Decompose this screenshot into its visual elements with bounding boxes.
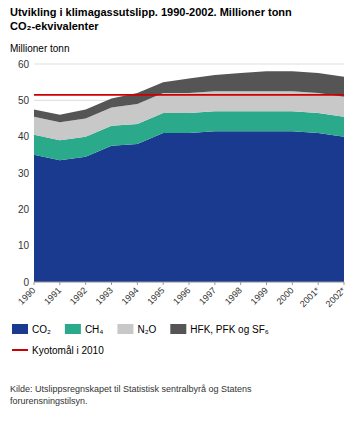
x-tick xyxy=(34,282,35,285)
x-tick xyxy=(240,282,241,285)
x-tick-label: 1999 xyxy=(249,285,270,306)
x-tick-label: 1997 xyxy=(197,285,218,306)
x-tick xyxy=(214,282,215,285)
y-tick-label: 40 xyxy=(18,131,30,142)
x-tick xyxy=(344,282,345,285)
x-tick xyxy=(266,282,267,285)
legend-swatch xyxy=(117,324,133,334)
legend-line xyxy=(12,349,28,351)
title: Utvikling i klimagassutslipp. 1990-2002.… xyxy=(10,6,292,18)
x-tick xyxy=(292,282,293,285)
legend-label: Kyotomål i 2010 xyxy=(32,345,104,356)
x-tick-label: 2001* xyxy=(298,285,322,309)
area xyxy=(34,71,344,122)
x-tick xyxy=(318,282,319,285)
x-tick xyxy=(163,282,164,285)
x-axis: 1990199119921993199419951996199719981999… xyxy=(16,282,348,309)
legend-swatch xyxy=(170,324,186,334)
x-tick-label: 2002* xyxy=(324,285,348,309)
y-tick-label: 50 xyxy=(18,95,30,106)
legend-label: HFK, PFK og SF₆ xyxy=(190,324,269,335)
x-tick-label: 1996 xyxy=(171,285,192,306)
source-line: forurensningstilsyn. xyxy=(10,396,88,406)
x-tick-label: 1990 xyxy=(16,285,37,306)
legend-swatch xyxy=(12,324,28,334)
subtitle: CO₂-ekvivalenter xyxy=(10,20,99,32)
legend: CO₂ CH₄ N₂O HFK, PFK og SF₆ Kyotomål i 2010 xyxy=(12,324,269,356)
x-tick xyxy=(59,282,60,285)
x-tick-label: 1992 xyxy=(68,285,89,306)
y-tick-label: 10 xyxy=(18,240,30,251)
x-tick xyxy=(137,282,138,285)
x-tick xyxy=(85,282,86,285)
x-tick-label: 1991 xyxy=(42,285,63,306)
x-tick-label: 1994 xyxy=(120,285,141,306)
areas xyxy=(34,71,344,282)
x-tick-label: 2000 xyxy=(275,285,296,306)
source-line: Kilde: Utslippsregnskapet til Statistisk… xyxy=(10,384,252,394)
y-tick-label: 20 xyxy=(18,204,30,215)
y-tick-label: 60 xyxy=(18,59,30,70)
x-tick xyxy=(189,282,190,285)
x-tick-label: 1993 xyxy=(94,285,115,306)
chart: Utvikling i klimagassutslipp. 1990-2002.… xyxy=(0,0,355,432)
grid-line xyxy=(34,64,344,65)
legend-label: N₂O xyxy=(137,324,156,335)
x-tick-label: 1995 xyxy=(145,285,166,306)
source: Kilde: Utslippsregnskapet til Statistisk… xyxy=(10,384,252,406)
y-tick-label: 30 xyxy=(18,168,30,179)
y-axis-label: Millioner tonn xyxy=(10,43,69,54)
legend-label: CH₄ xyxy=(85,324,104,335)
y-axis: 0102030405060 xyxy=(18,59,344,288)
x-tick-label: 1998 xyxy=(223,285,244,306)
reference-line xyxy=(34,94,344,96)
legend-label: CO₂ xyxy=(32,324,51,335)
x-tick xyxy=(111,282,112,285)
legend-swatch xyxy=(65,324,81,334)
